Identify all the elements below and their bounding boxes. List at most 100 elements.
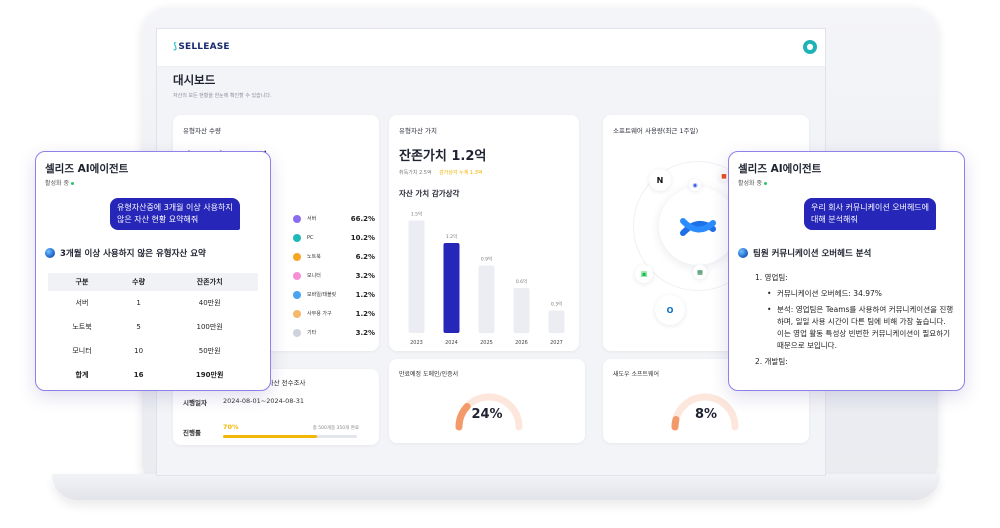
table-total-row: 합계 16 190만원 — [48, 363, 258, 387]
summary-table: 구분 수량 잔존가치 서버 1 40만원 노트북 5 100만원 모니터 10 … — [48, 273, 258, 387]
user-icon[interactable]: ● — [803, 40, 817, 54]
bar[interactable] — [443, 243, 460, 333]
tick-label: 2025 — [480, 340, 493, 346]
legend-label: 사무용 가구 — [307, 311, 332, 317]
tick-label: 2024 — [445, 340, 458, 346]
status-text: 활성화 중 — [45, 180, 69, 187]
ai-agent-panel-left[interactable]: 셀리즈 AI에이전트 활성화 중 유형자산중에 3개월 이상 사용하지 않은 자… — [35, 151, 271, 391]
list-item: 2. 개발팀: — [755, 357, 788, 366]
table-cell: 노트북 — [72, 323, 92, 331]
card-title: 유형자산 수량 — [183, 127, 221, 135]
row-key: 진행률 — [183, 429, 201, 437]
table-cell: 합계 — [75, 371, 89, 379]
legend-value: 66.2% — [350, 214, 375, 223]
gauge-value: 24% — [471, 407, 503, 422]
dashboard-screen: ⟆SELLEASE ● 대시보드 자산의 모든 현황을 한눈에 확인할 수 있습… — [156, 28, 826, 476]
message-line: 않은 자산 현황 요약해줘 — [117, 215, 199, 224]
table-row: 모니터 10 50만원 — [48, 339, 258, 363]
legend-item: 서버 66.2% — [293, 209, 375, 228]
table-row: 서버 1 40만원 — [48, 291, 258, 315]
legend-dot-icon — [293, 233, 301, 242]
legend-value: 3.2% — [355, 271, 375, 280]
legend-dot-icon — [293, 309, 301, 318]
status-dot-icon — [764, 182, 767, 185]
legend-label: PC — [307, 234, 314, 241]
depreciation-bar-chart: 1.5억 2023 1.2억 2024 0.9억 2025 0.6억 2026 0.3억 2027 — [408, 211, 565, 346]
table-cell: 16 — [133, 371, 144, 379]
answer-list: 1. 영업팀: 커뮤니케이션 오버헤드: 34.97% 분석: 영업팀은 Tea… — [755, 272, 955, 372]
legend-item: 기타 3.2% — [293, 323, 375, 342]
legend-value: 3.2% — [355, 328, 375, 337]
gauge-fill — [455, 402, 471, 431]
excel-icon: ▦ — [693, 265, 707, 279]
acquisition-value: 취득가치 2.5억 — [399, 170, 432, 176]
card-title: 새도우 소프트웨어 — [613, 371, 660, 378]
table-cell: 모니터 — [72, 347, 92, 355]
gauge-track — [671, 393, 739, 431]
legend-label: 기타 — [307, 330, 317, 336]
expiring-gauge — [455, 393, 523, 431]
page-subtitle: 자산의 모든 현황을 한눈에 확인할 수 있습니다. — [173, 93, 272, 99]
user-message: 우리 회사 커뮤니케이션 오버헤드에 대해 분석해줘 — [804, 198, 937, 230]
outlook-icon: O — [655, 295, 685, 325]
bar[interactable] — [408, 220, 425, 334]
logo-text: SELLEASE — [178, 42, 230, 52]
legend-value: 10.2% — [350, 233, 375, 242]
card-title: 소프트웨어 사용량(최근 1주일) — [613, 127, 699, 135]
progress-fill — [223, 435, 317, 438]
logo[interactable]: ⟆SELLEASE — [173, 42, 230, 52]
asset-value-card[interactable]: 유형자산 가치 잔존가치 1.2억 취득가치 2.5억 감가상각 누계 1.3억… — [389, 115, 579, 351]
bar[interactable] — [548, 310, 565, 334]
progress-percent: 70% — [223, 423, 239, 431]
globe-icon — [738, 248, 748, 258]
legend-value: 1.2% — [355, 309, 375, 318]
legend-dot-icon — [293, 214, 301, 223]
notion-icon: N — [649, 169, 671, 191]
agent-name: 셀리즈 AI에이전트 — [738, 163, 822, 175]
list-item: 1. 영업팀: — [755, 273, 788, 282]
legend-item: 노트북 6.2% — [293, 247, 375, 266]
tick-label: 2027 — [550, 340, 563, 346]
legend-dot-icon — [293, 252, 301, 261]
legend-item: 모바일/태블릿 1.2% — [293, 285, 375, 304]
survey-row-date: 시행일자 2024-08-01~2024-08-31 — [183, 397, 304, 407]
webex-icon: ◉ — [689, 179, 701, 191]
answer-title: 3개월 이상 사용하지 않은 유형자산 요약 — [45, 247, 206, 259]
legend-dot-icon — [293, 290, 301, 299]
legend-label: 노트북 — [307, 254, 321, 260]
logo-mark-icon: ⟆ — [173, 42, 178, 52]
category-legend: 서버 66.2% PC 10.2% 노트북 6.2% 모니터 3.2% 모바일/태블릿 1.2% 사… — [293, 209, 375, 342]
message-line: 대해 분석해줘 — [811, 215, 858, 224]
bar[interactable] — [478, 265, 495, 334]
row-key: 시행일자 — [183, 399, 207, 407]
tick-label: 2026 — [515, 340, 528, 346]
ai-agent-panel-right[interactable]: 셀리즈 AI에이전트 활성화 중 우리 회사 커뮤니케이션 오버헤드에 대해 분… — [728, 151, 965, 391]
legend-value: 1.2% — [355, 290, 375, 299]
data-label: 0.6억 — [516, 278, 527, 285]
status-text: 활성화 중 — [738, 180, 762, 187]
agent-status: 활성화 중 — [45, 178, 74, 187]
data-label: 1.2억 — [446, 233, 457, 240]
confluence-icon — [659, 187, 737, 265]
agent-name: 셀리즈 AI에이전트 — [45, 163, 129, 175]
list-bullet: 커뮤니케이션 오버헤드: 34.97% — [755, 288, 955, 300]
data-label: 1.5억 — [411, 211, 422, 218]
progress-bar — [223, 435, 357, 438]
bar[interactable] — [513, 288, 530, 333]
agent-status: 활성화 중 — [738, 178, 767, 187]
top-bar: ⟆SELLEASE ● — [157, 29, 825, 67]
legend-label: 모니터 — [307, 273, 321, 279]
shadow-gauge — [671, 393, 739, 431]
answer-title-text: 3개월 이상 사용하지 않은 유형자산 요약 — [60, 249, 206, 259]
answer-title: 팀원 커뮤니케이션 오버헤드 분석 — [738, 247, 871, 259]
office-icon: ■ — [719, 171, 729, 181]
message-line: 유형자산중에 3개월 이상 사용하지 — [117, 203, 233, 212]
user-message: 유형자산중에 3개월 이상 사용하지 않은 자산 현황 요약해줘 — [110, 198, 240, 230]
legend-item: 사무용 가구 1.2% — [293, 304, 375, 323]
tick-label: 2023 — [410, 340, 423, 346]
page-title: 대시보드 — [173, 73, 216, 87]
value-meta: 취득가치 2.5억 감가상각 누계 1.3억 — [399, 169, 482, 176]
expiring-domains-card[interactable]: 만료예정 도메인/인증서 24% — [389, 359, 585, 443]
card-title: 유형자산 가치 — [399, 127, 437, 135]
legend-dot-icon — [293, 271, 301, 280]
